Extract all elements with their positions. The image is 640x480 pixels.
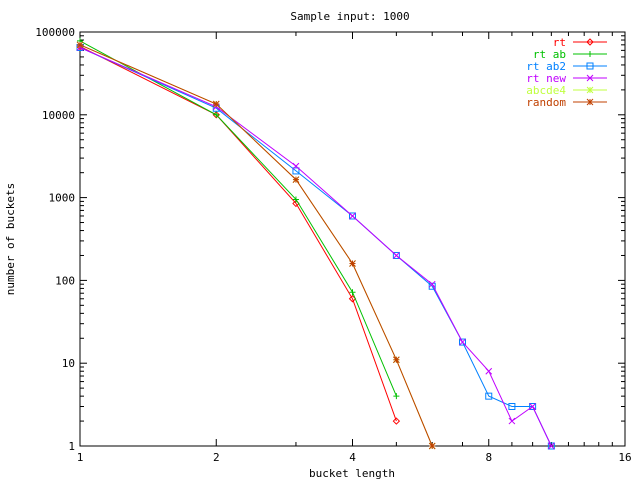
x-tick-label: 8 [485,451,492,464]
data-point [587,51,593,57]
data-point [349,212,356,220]
series-line [79,44,433,447]
series-random [76,41,436,450]
legend-label: rt ab2 [526,60,566,73]
data-point [292,167,300,175]
data-point [392,251,400,259]
y-axis-label: number of buckets [4,183,17,296]
y-tick-label: 10 [62,357,75,370]
series-line [79,45,397,422]
data-point [428,442,436,450]
y-tick-label: 1000 [49,192,76,205]
series-line [79,44,433,447]
data-point [349,289,356,296]
y-tick-label: 10000 [42,109,75,122]
x-tick-label: 1 [77,451,84,464]
data-point [292,196,299,203]
data-point [547,442,555,450]
data-point [586,98,594,106]
data-point [292,162,300,170]
data-point [459,338,466,346]
data-point [393,356,400,364]
data-point [76,41,84,49]
legend-item: rt ab2 [526,60,607,73]
series-rt [76,42,401,425]
legend-label: random [526,96,566,109]
series-rt-new [76,44,555,450]
data-point [349,260,356,267]
data-point [586,74,594,82]
legend-label: rt [553,36,566,49]
data-point [213,111,220,118]
data-point [529,402,537,410]
y-tick-label: 100 [55,274,75,287]
x-tick-label: 4 [349,451,356,464]
data-point [393,252,400,259]
series-rt-ab [77,37,400,400]
series-abcde4 [76,41,436,450]
series-layer [76,37,555,450]
data-point [392,417,401,425]
data-point [393,393,400,400]
data-point [212,100,220,108]
y-tick-label: 1 [68,440,75,453]
x-tick-label: 2 [213,451,220,464]
chart-title: Sample input: 1000 [290,10,409,23]
axis-ticks: 1 2 4 8 16 1 10 100 1000 10000 100000 [35,26,631,464]
legend-item: rt new [526,72,607,85]
series-line [79,47,552,447]
y-tick-label: 100000 [35,26,75,39]
data-point [485,367,493,375]
data-point [547,442,555,450]
legend-item: rt ab [533,48,607,61]
legend-item: random [526,96,607,109]
data-point [459,338,467,346]
x-axis-label: bucket length [309,467,395,480]
data-point [428,280,436,288]
legend-label: rt new [526,72,566,85]
data-point [292,176,300,183]
series-line [79,40,397,397]
data-point [529,403,536,410]
data-point [508,402,516,410]
legend-item: abcde4 [526,84,607,97]
legend-label: abcde4 [526,84,566,97]
data-point [485,392,493,400]
data-point [349,212,356,220]
data-point [586,38,594,46]
legend-label: rt ab [533,48,566,61]
legend-item: rt [553,36,607,49]
x-tick-label: 16 [618,451,631,464]
series-rt-ab2 [76,43,555,450]
data-point [586,62,594,70]
data-point [586,86,594,94]
data-point [428,282,436,290]
series-line [79,47,552,447]
data-point [508,417,516,425]
